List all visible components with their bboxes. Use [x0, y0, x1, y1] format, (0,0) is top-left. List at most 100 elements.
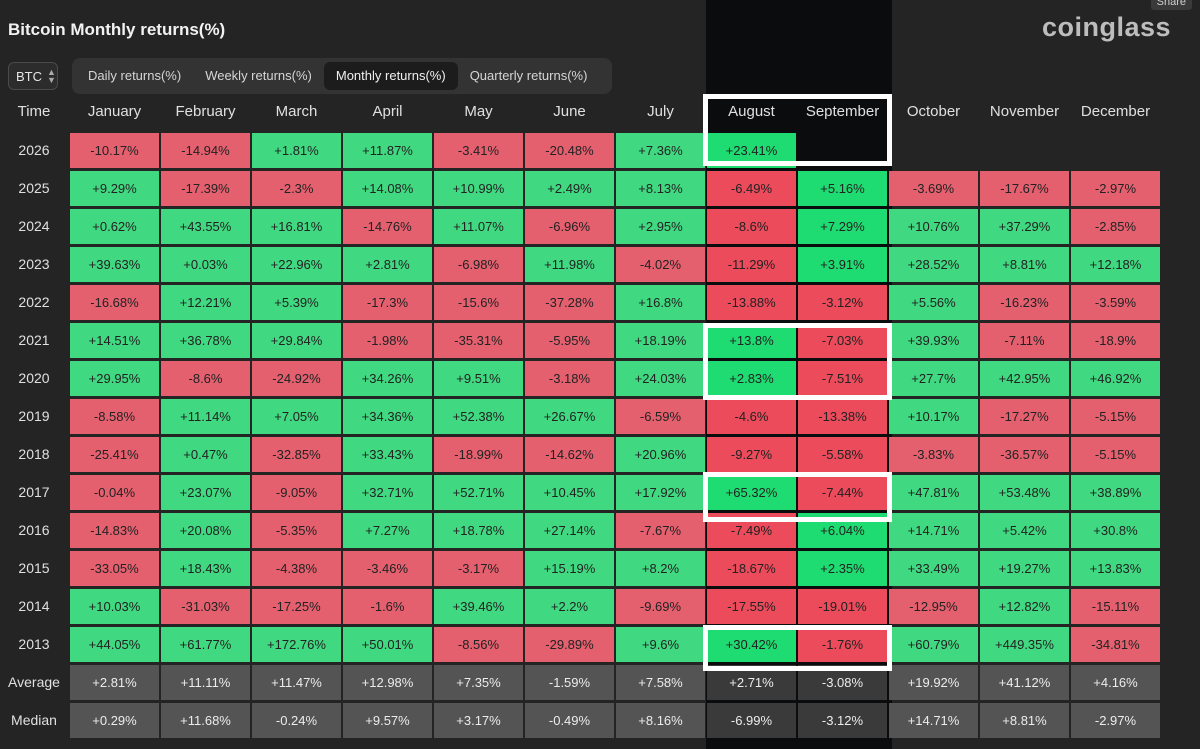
return-cell: -3.41% [434, 133, 523, 168]
return-cell: -2.3% [252, 171, 341, 206]
return-cell: +28.52% [889, 247, 978, 282]
row-label-year: 2014 [18, 598, 50, 614]
return-cell: +50.01% [343, 627, 432, 662]
return-cell: +52.38% [434, 399, 523, 434]
return-cell: -17.27% [980, 399, 1069, 434]
return-cell: +12.18% [1071, 247, 1160, 282]
stat-cell-median: +14.71% [889, 703, 978, 738]
tab-monthly-returns[interactable]: Monthly returns(%) [323, 62, 458, 90]
table-header-january: January [87, 103, 142, 120]
return-cell: +29.95% [70, 361, 159, 396]
return-cell: +18.43% [161, 551, 250, 586]
return-cell: +32.71% [343, 475, 432, 510]
return-cell: +11.87% [343, 133, 432, 168]
tab-weekly-returns[interactable]: Weekly returns(%) [205, 68, 312, 83]
return-cell: +22.96% [252, 247, 341, 282]
return-cell: -7.67% [616, 513, 705, 548]
return-cell: -3.83% [889, 437, 978, 472]
row-label-year: 2017 [18, 484, 50, 500]
return-cell: +11.07% [434, 209, 523, 244]
return-cell: -19.01% [798, 589, 887, 624]
table-header-august: August [728, 103, 775, 120]
return-cell: -9.27% [707, 437, 796, 472]
return-cell: +18.78% [434, 513, 523, 548]
stat-cell-average: +11.11% [161, 665, 250, 700]
return-cell: +5.56% [889, 285, 978, 320]
return-cell: +11.98% [525, 247, 614, 282]
page-title: Bitcoin Monthly returns(%) [8, 20, 226, 39]
table-header-may: May [464, 103, 493, 120]
return-cell: -18.67% [707, 551, 796, 586]
return-cell: +14.51% [70, 323, 159, 358]
return-cell: -6.49% [707, 171, 796, 206]
return-cell: +5.16% [798, 171, 887, 206]
return-cell: +8.81% [980, 247, 1069, 282]
return-cell: +10.17% [889, 399, 978, 434]
return-cell: -36.57% [980, 437, 1069, 472]
stat-cell-median: +8.16% [616, 703, 705, 738]
table-header-march: March [275, 103, 318, 120]
return-cell: +0.03% [161, 247, 250, 282]
tab-daily-returns[interactable]: Daily returns(%) [88, 68, 182, 83]
asset-select[interactable]: BTC ▲ ▼ [8, 62, 58, 90]
stat-cell-average: +41.12% [980, 665, 1069, 700]
row-label-year: 2026 [18, 142, 50, 158]
return-cell: +18.19% [616, 323, 705, 358]
stat-cell-median: -6.99% [707, 703, 796, 738]
return-cell: +3.91% [798, 247, 887, 282]
row-label-year: 2023 [18, 256, 50, 272]
stat-cell-median: -2.97% [1071, 703, 1160, 738]
return-cell: +42.95% [980, 361, 1069, 396]
return-cell: +38.89% [1071, 475, 1160, 510]
return-cell: -4.38% [252, 551, 341, 586]
return-cell: +24.03% [616, 361, 705, 396]
return-cell: -37.28% [525, 285, 614, 320]
return-cell: -16.68% [70, 285, 159, 320]
return-cell: -29.89% [525, 627, 614, 662]
return-cell: +16.8% [616, 285, 705, 320]
return-cell: -8.58% [70, 399, 159, 434]
return-cell: +0.62% [70, 209, 159, 244]
share-button[interactable]: Share [1150, 0, 1192, 10]
return-cell: -5.95% [525, 323, 614, 358]
return-cell: +9.6% [616, 627, 705, 662]
return-cell: +27.7% [889, 361, 978, 396]
stat-cell-average: +12.98% [343, 665, 432, 700]
return-cell: -5.35% [252, 513, 341, 548]
return-cell: +30.42% [707, 627, 796, 662]
table-header-june: June [553, 103, 586, 120]
return-cell: +14.08% [343, 171, 432, 206]
return-cell: -3.12% [798, 285, 887, 320]
stat-cell-median: +0.29% [70, 703, 159, 738]
row-label-year: 2025 [18, 180, 50, 196]
return-cell: -18.9% [1071, 323, 1160, 358]
row-label-median: Median [11, 712, 57, 728]
tab-quarterly-returns[interactable]: Quarterly returns(%) [469, 68, 588, 83]
brand-logo: coinglass [1042, 12, 1172, 42]
return-cell: +7.29% [798, 209, 887, 244]
return-cell: -6.96% [525, 209, 614, 244]
return-cell: -5.58% [798, 437, 887, 472]
stat-cell-median: +9.57% [343, 703, 432, 738]
return-cell: +2.49% [525, 171, 614, 206]
return-cell: +10.45% [525, 475, 614, 510]
return-cell: +13.83% [1071, 551, 1160, 586]
table-header-july: July [647, 103, 674, 120]
return-cell: -0.04% [70, 475, 159, 510]
stat-cell-average: +7.58% [616, 665, 705, 700]
return-cell: +34.26% [343, 361, 432, 396]
return-cell: +2.35% [798, 551, 887, 586]
return-cell: +10.99% [434, 171, 523, 206]
return-cell: +29.84% [252, 323, 341, 358]
return-cell: -8.56% [434, 627, 523, 662]
return-cell: +13.8% [707, 323, 796, 358]
stat-cell-median: +3.17% [434, 703, 523, 738]
return-cell: -7.44% [798, 475, 887, 510]
return-cell: -3.46% [343, 551, 432, 586]
return-cell: -3.17% [434, 551, 523, 586]
return-cell: -35.31% [434, 323, 523, 358]
return-cell: -34.81% [1071, 627, 1160, 662]
stat-cell-average: -1.59% [525, 665, 614, 700]
asset-select-value: BTC [16, 68, 42, 84]
return-cell: +37.29% [980, 209, 1069, 244]
